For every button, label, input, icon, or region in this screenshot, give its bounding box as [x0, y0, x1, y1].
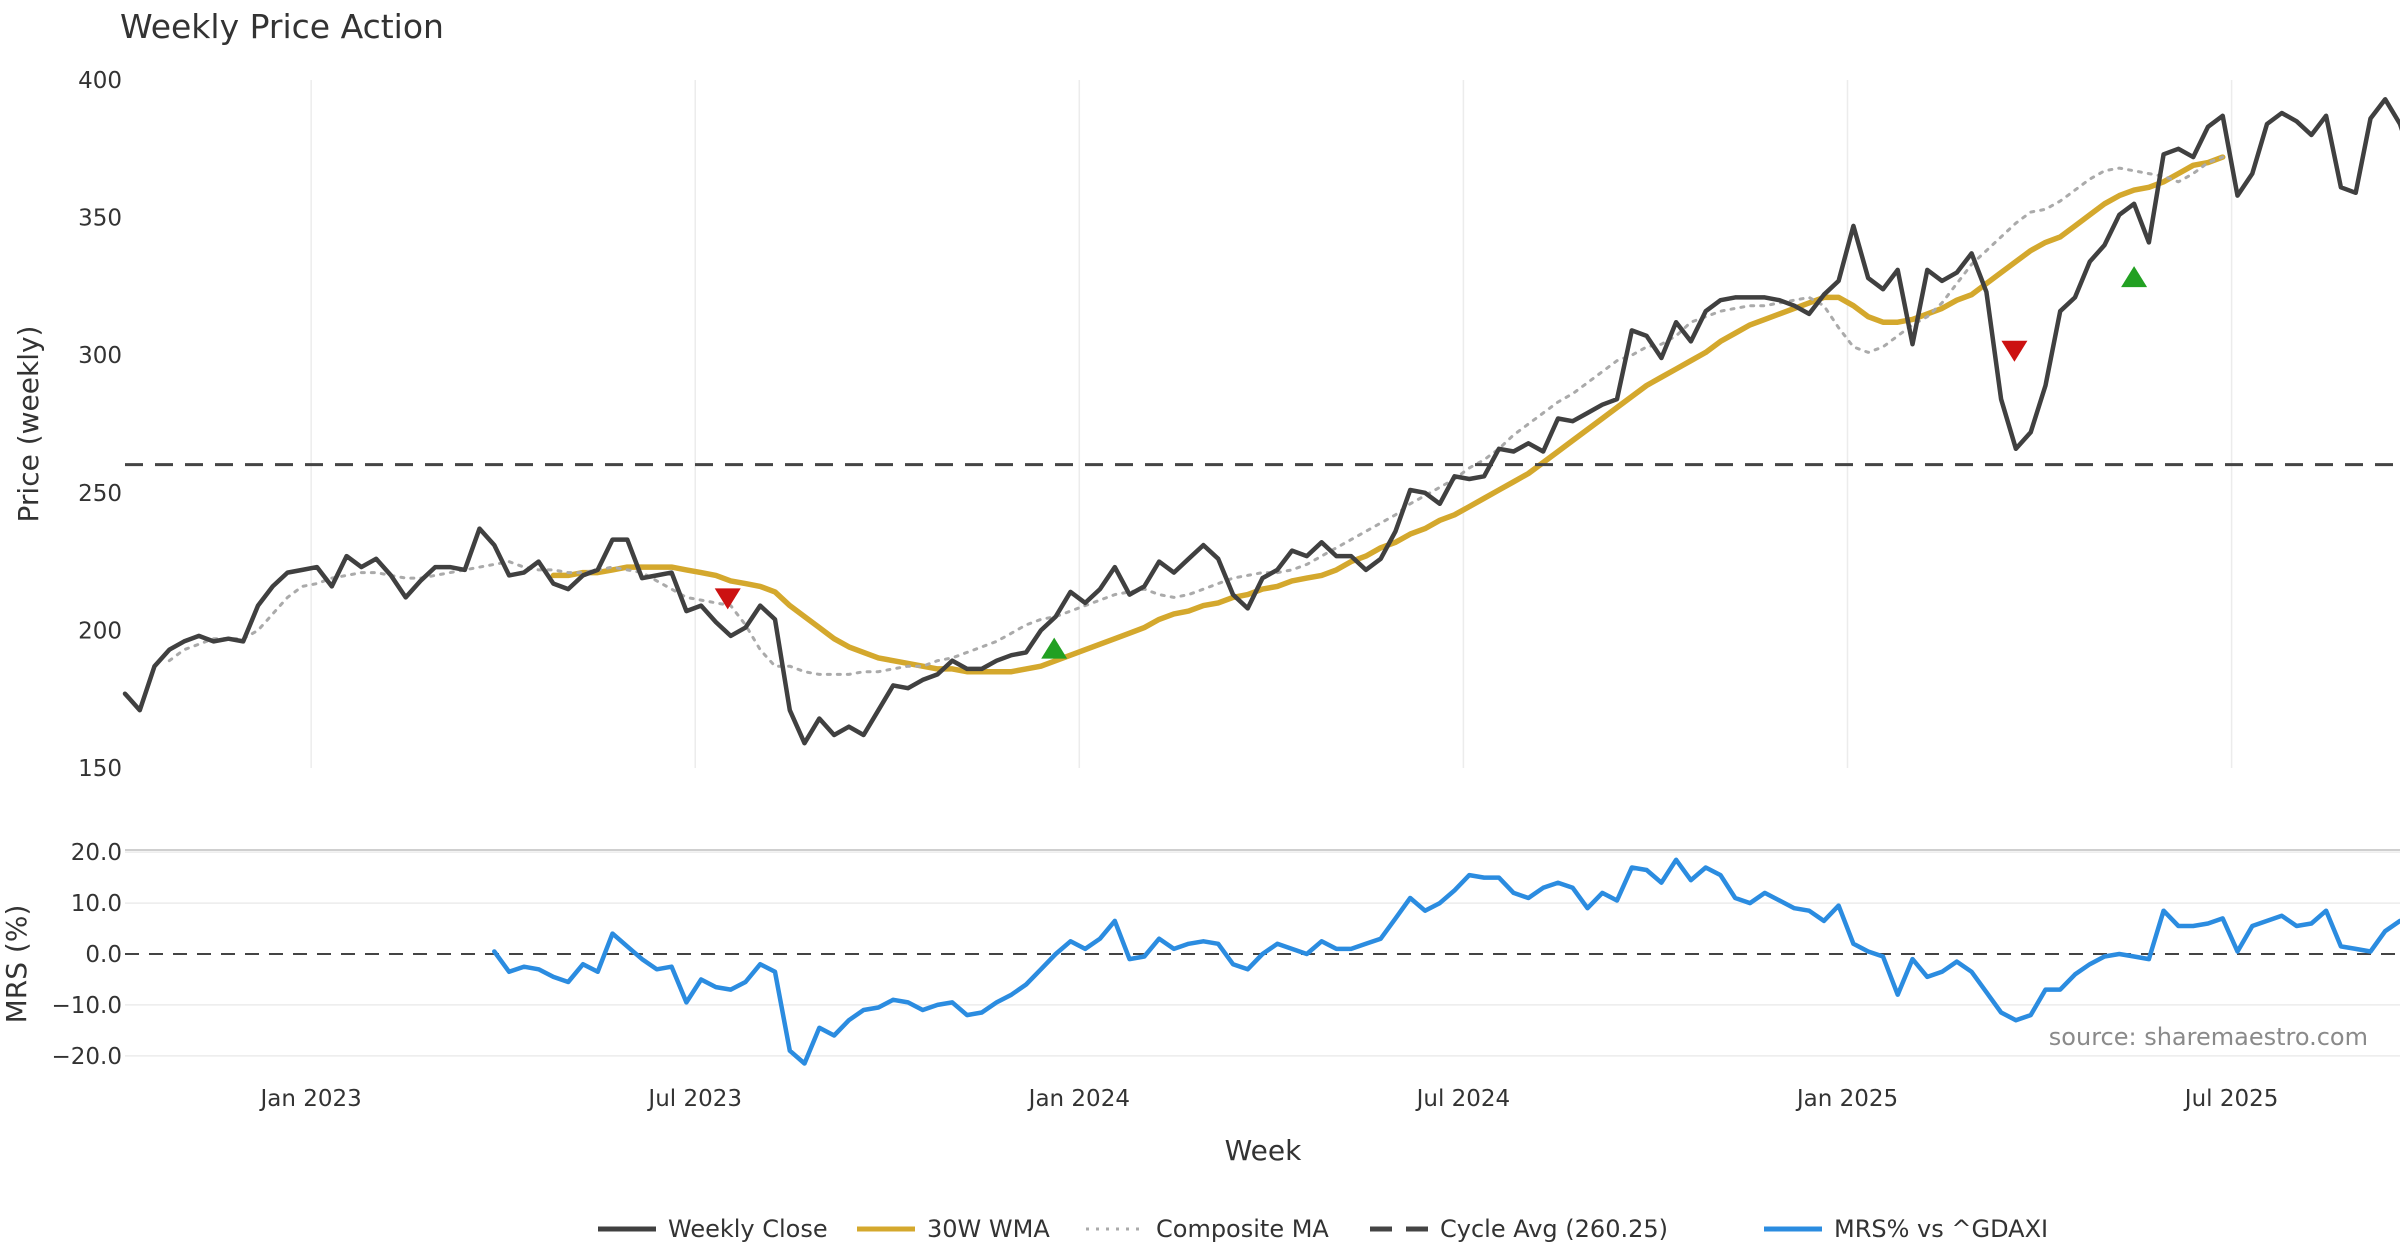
x-tick-jan-2024: Jan 2024 — [1027, 1086, 1130, 1112]
buy-signal-marker-3 — [2121, 266, 2148, 288]
legend-label-mrs-vs-gdaxi: MRS% vs ^GDAXI — [1834, 1215, 2048, 1243]
mrs-y-tick-1: 10.0 — [71, 891, 122, 917]
mrs-y-tick-0: 20.0 — [71, 840, 122, 866]
price-y-tick-5: 400 — [78, 68, 122, 94]
series-composite-ma — [167, 155, 2225, 676]
x-axis-title: Week — [1225, 1134, 1302, 1167]
price-y-axis-title: Price (weekly) — [12, 326, 45, 523]
price-y-tick-3: 300 — [78, 343, 122, 369]
x-axis: Jan 2023 Jul 2023 Jan 2024 Jul 2024 Jan 2025… — [258, 1086, 2278, 1112]
series-weekly-close — [122, 97, 2400, 746]
x-tick-jul-2025: Jul 2025 — [2183, 1086, 2279, 1112]
price-y-axis: 150 200 250 300 350 400 — [78, 68, 122, 782]
legend-label-cycle-avg-260-25: Cycle Avg (260.25) — [1440, 1215, 1668, 1243]
mrs-series-group — [492, 857, 2400, 1066]
legend-label-weekly-close: Weekly Close — [668, 1215, 828, 1243]
x-tick-jan-2025: Jan 2025 — [1795, 1086, 1898, 1112]
series-30w-wma — [550, 154, 2226, 675]
mrs-y-tick-4: −20.0 — [52, 1044, 122, 1070]
legend-label-composite-ma: Composite MA — [1156, 1215, 1329, 1243]
price-y-tick-4: 350 — [78, 206, 122, 232]
price-series-group — [122, 97, 2400, 746]
price-y-tick-0: 150 — [78, 756, 122, 782]
sell-signal-marker-0 — [714, 588, 741, 610]
mrs-y-axis-title: MRS (%) — [0, 905, 33, 1024]
mrs-y-tick-3: −10.0 — [52, 993, 122, 1019]
price-y-tick-1: 200 — [78, 618, 122, 644]
x-tick-jul-2023: Jul 2023 — [646, 1086, 742, 1112]
source-note: source: sharemaestro.com — [2049, 1023, 2368, 1051]
price-y-tick-2: 250 — [78, 481, 122, 507]
buy-signal-marker-1 — [1041, 637, 1068, 659]
mrs-y-tick-2: 0.0 — [85, 942, 122, 968]
signal-markers — [714, 266, 2148, 659]
chart-title: Weekly Price Action — [120, 7, 444, 46]
legend: Weekly Close 30W WMA Composite MA Cycle Avg… — [598, 1215, 2048, 1243]
x-tick-jan-2023: Jan 2023 — [258, 1086, 361, 1112]
legend-label-30w-wma: 30W WMA — [927, 1215, 1050, 1243]
sell-signal-marker-2 — [2001, 340, 2028, 362]
x-tick-jul-2024: Jul 2024 — [1415, 1086, 1511, 1112]
price-panel-grid — [310, 80, 2233, 768]
mrs-y-axis: 20.0 10.0 0.0 −10.0 −20.0 — [52, 840, 122, 1070]
series-mrs-vs-gdaxi — [492, 857, 2400, 1066]
